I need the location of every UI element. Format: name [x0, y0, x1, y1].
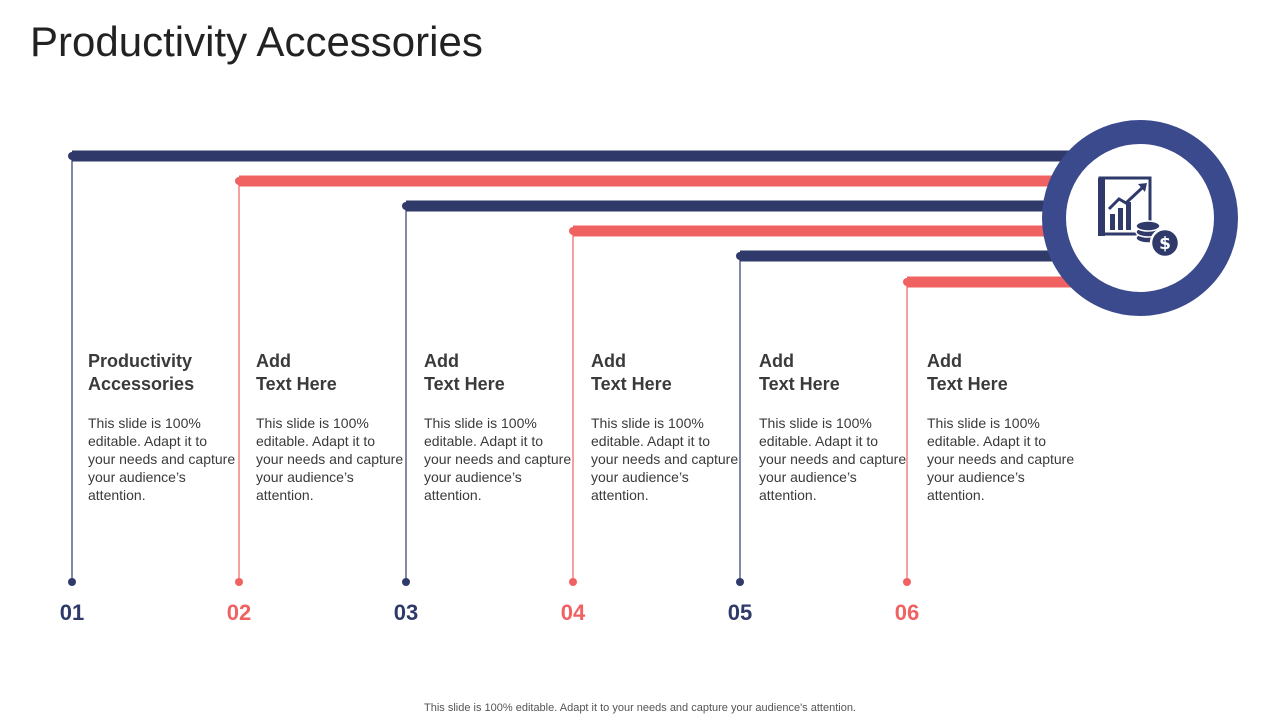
hub-ring: [1042, 120, 1238, 316]
item-02: Add Text Here This slide is 100% editable…: [256, 350, 406, 504]
item-heading: Add Text Here: [256, 351, 337, 394]
item-heading: Add Text Here: [759, 351, 840, 394]
item-number-04: 04: [560, 600, 586, 625]
top-dot-02: [235, 177, 243, 185]
item-01: Productivity Accessories This slide is 10…: [88, 350, 238, 504]
top-dot-04: [569, 227, 577, 235]
page-title: Productivity Accessories: [30, 18, 483, 65]
top-dot-03: [402, 202, 410, 210]
footer-note: This slide is 100% editable. Adapt it to…: [424, 702, 856, 714]
item-number-05: 05: [727, 600, 753, 625]
item-heading: Add Text Here: [927, 351, 1008, 394]
item-heading: Add Text Here: [424, 351, 505, 394]
item-description: This slide is 100% editable. Adapt it to…: [759, 415, 907, 503]
bottom-dot-06: [903, 578, 911, 586]
bottom-dot-01: [68, 578, 76, 586]
bottom-dot-03: [402, 578, 410, 586]
bottom-dot-04: [569, 578, 577, 586]
item-description: This slide is 100% editable. Adapt it to…: [256, 415, 404, 503]
item-03: Add Text Here This slide is 100% editable…: [424, 350, 574, 504]
item-number-01: 01: [59, 600, 85, 625]
chart-with-coins-icon: $: [1098, 176, 1181, 259]
top-dot-06: [903, 278, 911, 286]
item-number-03: 03: [393, 600, 419, 625]
item-heading: Productivity Accessories: [88, 351, 195, 394]
item-06: Add Text Here This slide is 100% editable…: [927, 350, 1077, 504]
item-number-02: 02: [226, 600, 252, 625]
item-number-06: 06: [894, 600, 920, 625]
bottom-dot-05: [736, 578, 744, 586]
bottom-dot-02: [235, 578, 243, 586]
item-description: This slide is 100% editable. Adapt it to…: [424, 415, 572, 503]
item-description: This slide is 100% editable. Adapt it to…: [591, 415, 739, 503]
top-dot-05: [736, 252, 744, 260]
top-dot-01: [68, 152, 76, 160]
svg-text:$: $: [1159, 234, 1171, 254]
item-description: This slide is 100% editable. Adapt it to…: [88, 415, 236, 503]
item-heading: Add Text Here: [591, 351, 672, 394]
item-05: Add Text Here This slide is 100% editable…: [759, 350, 909, 504]
item-04: Add Text Here This slide is 100% editable…: [591, 350, 741, 504]
item-description: This slide is 100% editable. Adapt it to…: [927, 415, 1075, 503]
